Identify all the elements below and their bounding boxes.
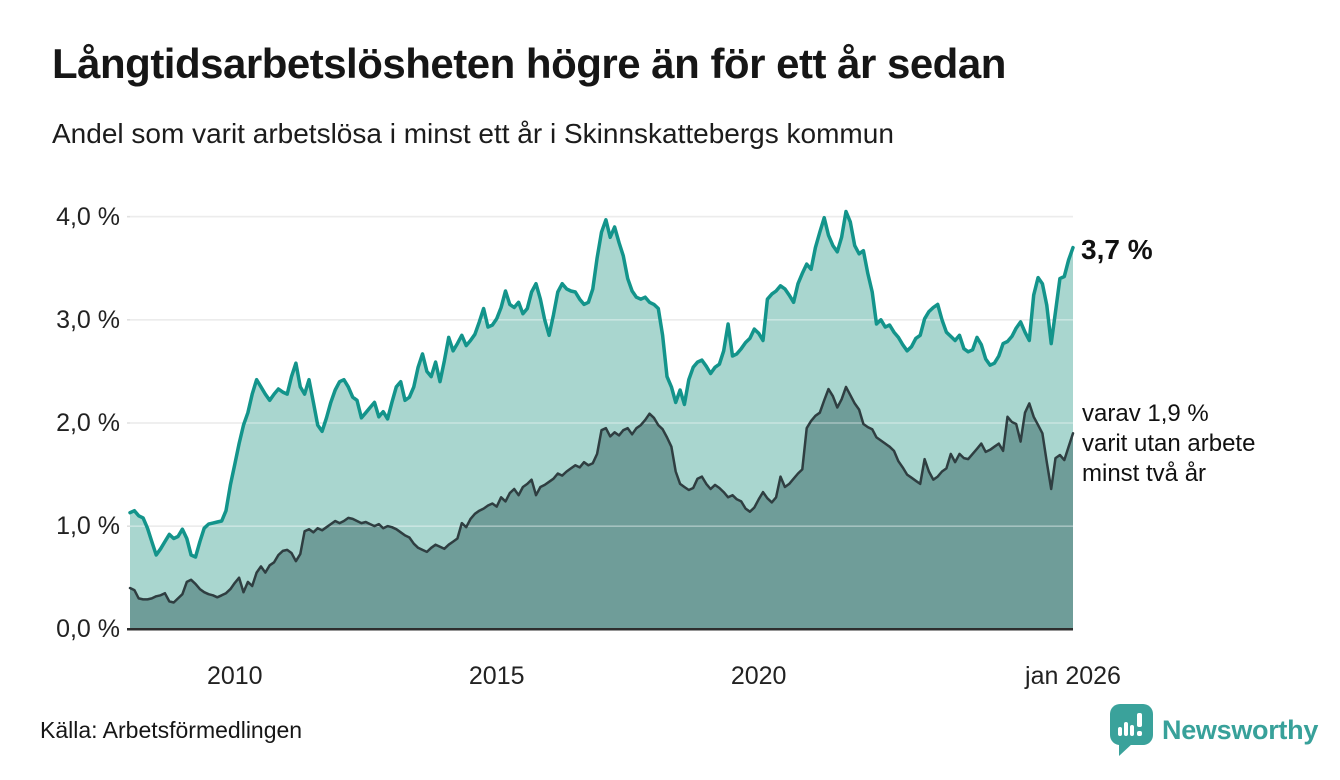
annotation-line-1: varav 1,9 % (1082, 400, 1209, 427)
y-axis-label: 4,0 % (56, 202, 120, 231)
annotation-line-2: varit utan arbete (1082, 430, 1256, 457)
x-axis-label: 2020 (730, 662, 787, 690)
line-min-two-years (128, 385, 1075, 604)
source-attribution: Källa: Arbetsförmedlingen (40, 717, 303, 743)
x-axis-label: jan 2026 (1025, 662, 1121, 690)
annotation-line-3: minst två år (1082, 460, 1207, 487)
secondary-series-annotation: varav 1,9 % varit utan arbete minst två … (1082, 399, 1255, 489)
line-min-one-year (128, 209, 1075, 559)
y-axis-label: 0,0 % (56, 615, 120, 644)
chart-subtitle: Andel som varit arbetslösa i minst ett å… (52, 118, 894, 149)
page-title: Långtidsarbetslösheten högre än för ett … (52, 40, 1006, 87)
newsworthy-bubble-chart-icon (1110, 704, 1153, 756)
x-axis-label: 2015 (468, 662, 525, 690)
y-axis-label: 1,0 % (56, 512, 120, 541)
newsworthy-wordmark: Newsworthy (1162, 714, 1319, 745)
x-axis-label: 2010 (206, 662, 263, 690)
latest-value-label: 3,7 % (1081, 234, 1153, 265)
area-min-two-years (130, 386, 1073, 630)
y-axis-label: 2,0 % (56, 409, 120, 437)
newsworthy-logo[interactable]: Newsworthy (1110, 704, 1318, 756)
y-axis-label: 3,0 % (56, 305, 120, 334)
